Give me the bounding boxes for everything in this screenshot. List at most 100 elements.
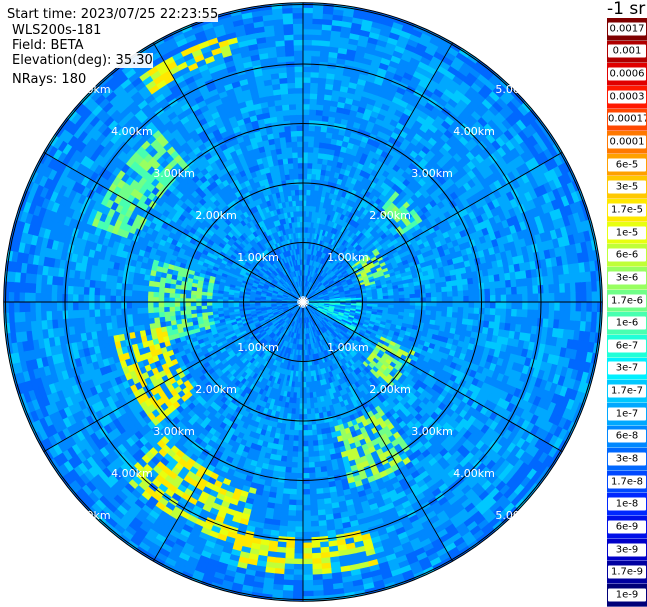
beta-cell <box>511 294 518 303</box>
beta-cell <box>548 292 556 303</box>
beta-cell <box>430 306 438 312</box>
beta-cell <box>430 287 437 294</box>
beta-cell <box>314 120 323 127</box>
beta-cell <box>309 92 318 100</box>
beta-cell <box>431 296 438 303</box>
beta-cell <box>309 483 317 490</box>
beta-cell <box>311 547 321 554</box>
beta-cell <box>302 23 314 30</box>
beta-cell <box>302 44 313 51</box>
beta-cell <box>531 317 539 327</box>
beta-cell <box>311 568 323 576</box>
beta-cell <box>591 291 598 303</box>
beta-cell <box>308 130 316 137</box>
beta-cell <box>307 151 314 159</box>
beta-cell <box>532 293 539 303</box>
beta-cell <box>404 297 411 303</box>
beta-cell <box>521 309 529 319</box>
beta-cell <box>516 301 523 311</box>
beta-cell <box>473 295 481 303</box>
beta-cell <box>591 281 598 293</box>
beta-cell <box>316 98 325 106</box>
beta-cell <box>302 82 312 89</box>
beta-cell <box>414 305 422 311</box>
beta-cell <box>315 488 324 495</box>
beta-cell <box>307 146 315 153</box>
beta-cell <box>472 277 480 285</box>
beta-cell <box>467 319 474 327</box>
beta-cell <box>393 298 400 303</box>
beta-cell <box>310 413 316 420</box>
beta-cell <box>393 294 400 300</box>
beta-cell <box>312 445 320 452</box>
beta-cell <box>510 308 518 318</box>
beta-cell <box>309 108 317 116</box>
beta-cell <box>302 130 310 137</box>
beta-cell <box>306 424 313 431</box>
beta-cell <box>388 301 395 306</box>
beta-cell <box>313 141 321 148</box>
beta-cell <box>521 316 528 326</box>
beta-cell <box>580 311 587 323</box>
beta-cell <box>314 477 323 484</box>
beta-cell <box>462 307 470 314</box>
beta-cell <box>388 295 395 300</box>
beta-cell <box>310 520 320 528</box>
beta-cell <box>313 136 321 143</box>
beta-cell <box>436 296 443 303</box>
beta-cell <box>570 301 577 312</box>
beta-cell <box>317 87 326 95</box>
beta-cell <box>307 167 313 175</box>
beta-cell <box>317 77 327 84</box>
beta-cell <box>425 292 432 299</box>
beta-cell <box>478 288 486 297</box>
beta-cell <box>505 315 512 325</box>
beta-cell <box>527 301 534 311</box>
beta-cell <box>478 307 486 316</box>
beta-cell <box>302 200 307 207</box>
beta-cell <box>311 563 323 570</box>
beta-cell <box>511 301 518 310</box>
beta-cell <box>554 292 561 303</box>
beta-cell <box>532 285 539 295</box>
beta-cell <box>307 435 314 442</box>
beta-cell <box>510 286 518 296</box>
beta-cell <box>393 301 400 306</box>
beta-cell <box>521 285 529 295</box>
beta-cell <box>542 318 550 329</box>
beta-cell <box>543 310 550 320</box>
beta-cell <box>500 287 507 296</box>
beta-cell <box>308 141 315 148</box>
beta-cell <box>307 162 314 169</box>
beta-cell <box>309 493 318 501</box>
beta-cell <box>596 291 603 303</box>
beta-cell <box>309 114 317 121</box>
beta-cell <box>302 124 310 132</box>
beta-cell <box>484 288 491 296</box>
beta-cell <box>308 461 315 469</box>
beta-cell <box>316 493 325 501</box>
beta-cell <box>441 291 448 298</box>
beta-cell <box>457 312 464 320</box>
beta-cell <box>575 282 582 293</box>
beta-cell <box>302 7 314 14</box>
beta-cell <box>316 103 325 111</box>
beta-cell <box>473 283 480 291</box>
beta-cell <box>553 310 561 321</box>
beta-cell <box>306 183 312 191</box>
beta-cell <box>302 2 314 9</box>
beta-cell <box>306 413 312 421</box>
beta-cell <box>318 450 325 457</box>
beta-cell <box>569 310 577 322</box>
beta-cell <box>302 108 311 116</box>
beta-cell <box>505 308 513 317</box>
beta-cell <box>548 310 555 320</box>
beta-cell <box>312 574 323 581</box>
beta-cell <box>315 114 323 122</box>
beta-cell <box>575 301 582 313</box>
beta-cell <box>302 173 308 180</box>
beta-cell <box>446 306 454 313</box>
beta-cell <box>312 157 319 164</box>
beta-cell <box>319 541 330 549</box>
